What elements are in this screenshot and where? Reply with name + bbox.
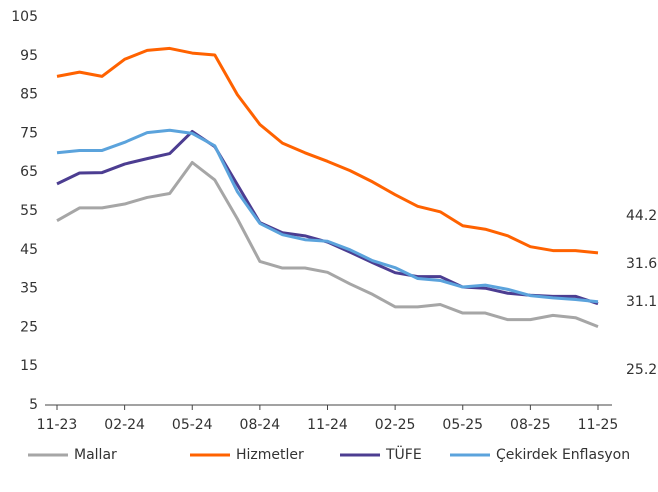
x-tick-label: 05-24 xyxy=(172,417,213,433)
y-tick-label: 65 xyxy=(20,164,38,180)
x-tick-label: 02-25 xyxy=(375,417,416,433)
end-label: 44.2 xyxy=(626,208,657,224)
legend-label: Hizmetler xyxy=(236,447,304,463)
series-line xyxy=(56,129,599,306)
x-tick-label: 11-23 xyxy=(37,417,78,433)
end-label: 25.2 xyxy=(626,362,657,378)
series-line xyxy=(56,128,599,304)
y-tick-label: 35 xyxy=(20,281,38,297)
x-tick-label: 11-24 xyxy=(307,417,348,433)
end-label: 31.6 xyxy=(626,256,657,272)
y-tick-label: 5 xyxy=(29,397,38,413)
x-tick-label: 11-25 xyxy=(578,417,619,433)
y-tick-label: 25 xyxy=(20,319,38,335)
y-tick-label: 55 xyxy=(20,203,38,219)
y-tick-label: 75 xyxy=(20,125,38,141)
x-tick-label: 08-24 xyxy=(240,417,281,433)
end-label: 31.1 xyxy=(626,294,657,310)
series-line xyxy=(56,161,599,329)
x-tick-label: 05-25 xyxy=(442,417,483,433)
y-tick-label: 85 xyxy=(20,87,38,103)
x-tick-label: 08-25 xyxy=(510,417,551,433)
series-line xyxy=(56,46,599,255)
legend-label: Çekirdek Enflasyon xyxy=(496,447,630,463)
y-tick-label: 95 xyxy=(20,48,38,64)
legend-label: Mallar xyxy=(74,447,117,463)
y-tick-label: 15 xyxy=(20,358,38,374)
y-tick-label: 105 xyxy=(11,9,38,25)
x-tick-label: 02-24 xyxy=(104,417,145,433)
legend-label: TÜFE xyxy=(385,445,422,463)
y-tick-label: 45 xyxy=(20,242,38,258)
